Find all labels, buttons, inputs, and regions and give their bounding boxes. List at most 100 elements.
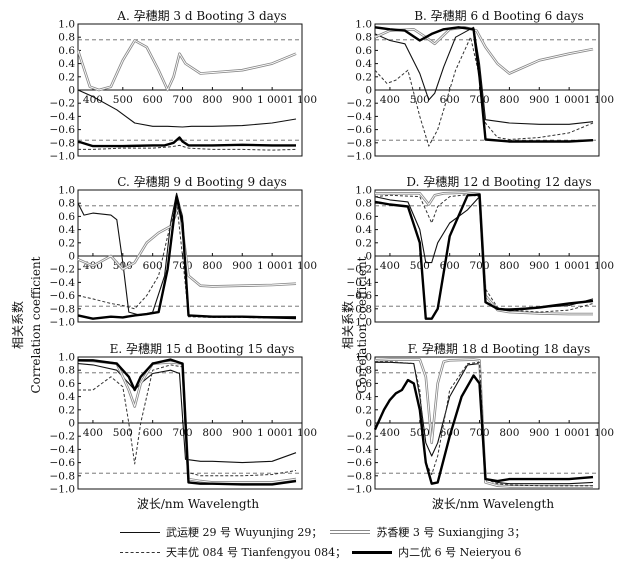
x-tick-label: 600	[440, 94, 460, 106]
x-axis-label-right: 波长/nm Wavelength	[432, 497, 554, 511]
y-tick-label: −0.8	[50, 470, 76, 482]
y-tick-label: −0.4	[50, 277, 76, 289]
y-tick-label: 0	[365, 85, 372, 97]
y-tick-label: −0.4	[50, 444, 76, 456]
y-tick-label: −0.4	[50, 111, 76, 123]
y-tick-label: −0.4	[347, 277, 373, 289]
y-axis-label-en-left: Correlation coefficient	[29, 256, 43, 393]
y-tick-label: −0.6	[347, 124, 373, 136]
y-tick-label: 0.8	[58, 32, 75, 44]
y-tick-label: −0.4	[347, 444, 373, 456]
panel-title: E. 孕穗期 15 d Booting 15 days	[110, 342, 295, 356]
panel-title: F. 孕穗期 18 d Booting 18 days	[408, 342, 591, 356]
y-tick-label: 0.4	[355, 58, 372, 70]
legend-item-wuyunjing: 武运粳 29 号 Wuyunjing 29；	[120, 524, 322, 540]
series-line-neieryou-6	[374, 26, 594, 143]
y-tick-label: 1.0	[355, 19, 372, 31]
panel-title: C. 孕穗期 9 d Booting 9 days	[117, 175, 287, 189]
panel-6: 1.00.80.60.40.2 0−0.2−0.4−0.6−0.8 −1.0 400 5…	[347, 342, 615, 496]
series-line-wuyunjing-29	[77, 89, 297, 128]
panel-title: B. 孕穗期 6 d Booting 6 days	[414, 9, 584, 23]
panel-title: D. 孕穗期 12 d Booting 12 days	[406, 175, 591, 189]
x-tick-label: 800	[499, 427, 519, 439]
y-tick-label: −0.8	[50, 303, 76, 315]
y-tick-label: −1.0	[50, 484, 76, 496]
y-tick-label: 0.2	[355, 404, 372, 416]
y-tick-label: 0.6	[58, 378, 75, 390]
series-line-neieryou-6	[77, 195, 297, 320]
y-tick-label: −0.2	[50, 98, 76, 110]
legend-swatch-thick-solid	[352, 550, 393, 554]
panel-4: 1.00.80.60.40.2 0−0.2−0.4−0.6−0.8 −1.0 400 5…	[347, 175, 615, 329]
x-tick-label: 400	[83, 94, 103, 106]
series-line-neieryou-6	[78, 358, 297, 486]
legend-label-neieryou: 内二优 6 号 Neieryou 6	[398, 546, 522, 559]
y-axis-label-cn-right: 相关系数	[340, 301, 355, 349]
x-tick-label: 500	[410, 94, 430, 106]
x-tick-label: 800	[202, 260, 222, 272]
y-tick-label: 1.0	[58, 185, 75, 197]
y-tick-label: 1.0	[58, 19, 75, 31]
x-tick-label: 600	[143, 94, 163, 106]
x-tick-label: 500	[410, 427, 430, 439]
y-tick-label: −1.0	[50, 317, 76, 329]
x-tick-label: 600	[440, 260, 460, 272]
y-tick-label: −0.8	[347, 303, 373, 315]
y-tick-label: 0.2	[355, 237, 372, 249]
x-tick-label: 700	[173, 427, 193, 439]
series-line-suxiangjing-inner	[77, 40, 297, 91]
y-tick-label: 0.2	[355, 71, 372, 83]
y-tick-label: −0.2	[50, 431, 76, 443]
legend-label-wuyunjing: 武运粳 29 号 Wuyunjing 29；	[166, 526, 323, 539]
series-line-tianfengyou-084	[375, 361, 593, 487]
series-line-wuyunjing-29	[374, 26, 594, 125]
x-tick-label: 800	[202, 427, 222, 439]
series-line-neieryou-6	[373, 374, 594, 485]
x-tick-label: 500	[113, 427, 133, 439]
x-tick-label: 1 000	[554, 94, 584, 106]
series-line-wuyunjing-29	[375, 361, 594, 485]
x-axis-label-left: 波长/nm Wavelength	[137, 497, 259, 511]
x-tick-label: 500	[113, 94, 133, 106]
legend-item-tianfengyou: 天丰优 084 号 Tianfengyou 084；	[120, 544, 346, 560]
panel-2: 1.00.80.60.40.2 0−0.2−0.4−0.6−0.8 −1.0 400 5…	[347, 9, 615, 163]
series-line-suxiangjing-inner	[374, 359, 593, 487]
y-tick-label: −0.6	[347, 290, 373, 302]
x-tick-label: 1 000	[257, 94, 287, 106]
x-tick-label: 500	[410, 260, 430, 272]
y-tick-label: 0.2	[58, 71, 75, 83]
y-tick-label: 0.8	[355, 365, 372, 377]
legend-label-tianfengyou: 天丰优 084 号 Tianfengyou 084；	[166, 546, 347, 559]
legend: 武运粳 29 号 Wuyunjing 29； 苏香粳 3 号 Suxiangji…	[120, 522, 527, 562]
y-tick-label: 0.6	[58, 45, 75, 57]
y-tick-label: −0.2	[347, 264, 373, 276]
y-tick-label: 0.2	[58, 237, 75, 249]
x-tick-label: 900	[529, 94, 549, 106]
x-tick-label: 600	[143, 427, 163, 439]
y-tick-label: 0.6	[355, 211, 372, 223]
legend-item-neieryou: 内二优 6 号 Neieryou 6	[352, 544, 521, 560]
x-tick-label: 1 100	[287, 260, 317, 272]
x-tick-label: 1 000	[554, 427, 584, 439]
x-tick-label: 700	[470, 427, 490, 439]
legend-swatch-double-gray	[330, 530, 371, 534]
x-tick-label: 400	[380, 427, 400, 439]
x-tick-label: 800	[202, 94, 222, 106]
x-tick-label: 1 100	[584, 260, 614, 272]
legend-row-1: 武运粳 29 号 Wuyunjing 29； 苏香粳 3 号 Suxiangji…	[120, 522, 527, 542]
y-tick-label: 0	[365, 418, 372, 430]
x-tick-label: 800	[499, 94, 519, 106]
panel-1: 1.00.80.60.40.2 0−0.2−0.4−0.6−0.8 −1.0 400 5…	[50, 9, 318, 163]
y-tick-label: −0.6	[50, 124, 76, 136]
x-tick-label: 400	[380, 94, 400, 106]
y-tick-label: −0.8	[50, 137, 76, 149]
y-tick-label: −0.6	[50, 290, 76, 302]
y-tick-label: 0.4	[355, 224, 372, 236]
y-tick-label: 0.6	[355, 45, 372, 57]
y-tick-label: 0.4	[58, 58, 75, 70]
x-tick-label: 1 000	[554, 260, 584, 272]
y-tick-label: 1.0	[355, 185, 372, 197]
y-tick-label: 0.8	[58, 198, 75, 210]
